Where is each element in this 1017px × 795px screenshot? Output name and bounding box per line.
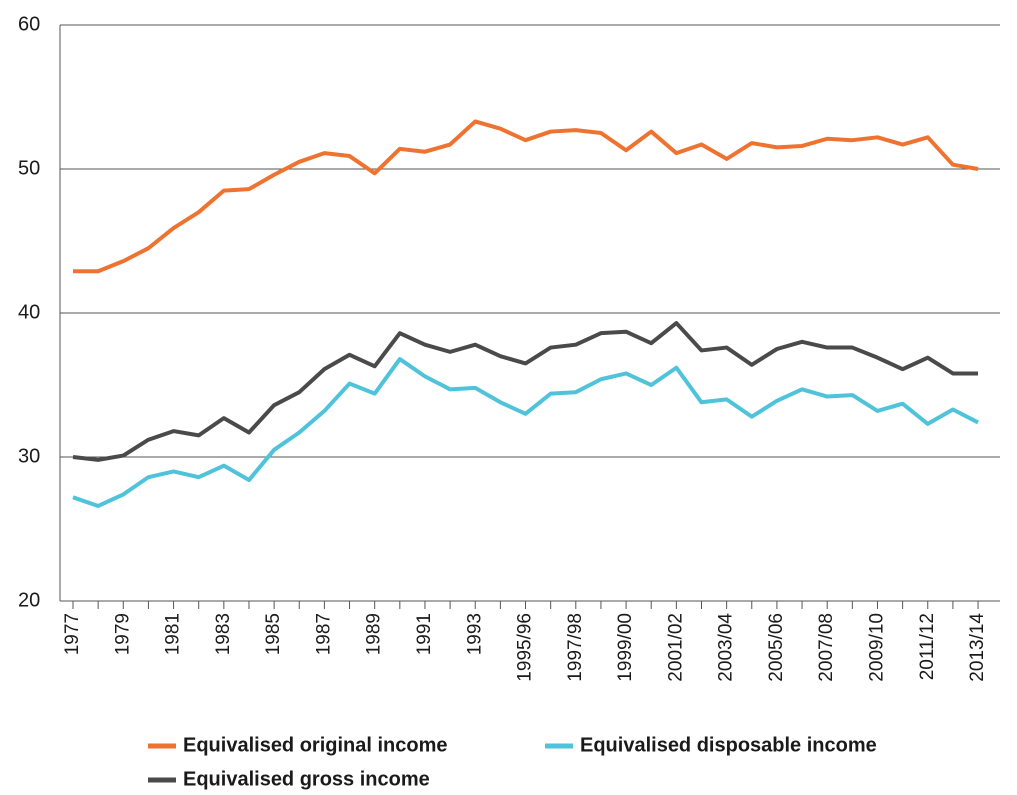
x-tick-label: 1979: [112, 613, 133, 655]
line-series: [72, 357, 979, 508]
y-tick-label: 50: [18, 157, 40, 179]
x-tick-label: 1991: [414, 613, 435, 655]
x-tick-label: 2007/08: [816, 613, 837, 682]
x-tick-label: 1989: [364, 613, 385, 655]
x-tick-label: 1977: [62, 613, 83, 655]
legend-label: Equivalised disposable income: [580, 734, 877, 756]
x-tick-label: 1983: [213, 613, 234, 655]
x-tick-label: 1999/00: [615, 613, 636, 682]
line-series: [73, 119, 979, 274]
x-tick-label: 1993: [464, 613, 485, 655]
y-tick-label: 40: [18, 301, 40, 323]
x-tick-label: 1997/98: [565, 613, 586, 682]
legend-label: Equivalised gross income: [183, 768, 430, 790]
x-tick-label: 2009/10: [866, 613, 887, 682]
x-tick-label: 2003/04: [716, 613, 737, 682]
x-tick-label: 2001/02: [665, 613, 686, 682]
x-tick-label: 1981: [163, 613, 184, 655]
legend-label: Equivalised original income: [183, 734, 448, 756]
y-tick-label: 30: [18, 445, 40, 467]
x-tick-label: 2011/12: [917, 613, 938, 680]
x-tick-label: 2005/06: [766, 613, 787, 682]
x-tick-label: 1987: [313, 613, 334, 655]
x-tick-label: 2013/14: [967, 613, 988, 682]
x-tick-label: 1985: [263, 613, 284, 655]
x-tick-label: 1995/96: [515, 613, 536, 682]
y-tick-label: 60: [18, 13, 40, 35]
line-series: [72, 321, 979, 462]
y-tick-label: 20: [18, 589, 40, 611]
